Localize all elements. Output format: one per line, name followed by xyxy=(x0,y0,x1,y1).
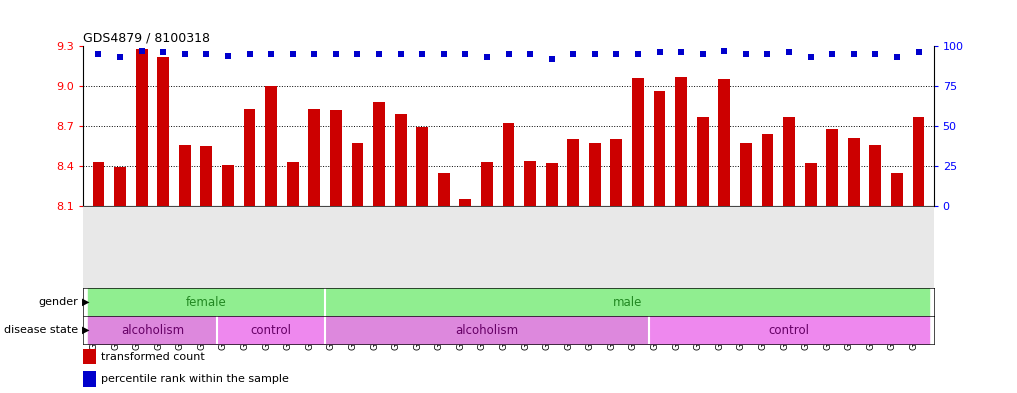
Text: transformed count: transformed count xyxy=(102,352,205,362)
Bar xyxy=(632,78,644,206)
Point xyxy=(479,54,495,61)
Point xyxy=(327,51,344,57)
Point xyxy=(241,51,257,57)
Bar xyxy=(610,140,622,206)
Point xyxy=(285,51,301,57)
Point xyxy=(587,51,603,57)
Bar xyxy=(804,163,817,206)
Point xyxy=(393,51,409,57)
Bar xyxy=(697,117,709,206)
Bar xyxy=(718,79,730,206)
Bar xyxy=(287,162,299,206)
Point xyxy=(760,51,776,57)
Point xyxy=(91,51,107,57)
Point xyxy=(198,51,215,57)
Point xyxy=(177,51,193,57)
Bar xyxy=(654,92,665,206)
Point xyxy=(263,51,280,57)
Bar xyxy=(870,145,882,206)
Bar xyxy=(912,117,924,206)
Point xyxy=(630,51,646,57)
Bar xyxy=(265,86,277,206)
Bar xyxy=(524,161,536,206)
Bar xyxy=(395,114,407,206)
Point xyxy=(306,51,322,57)
Bar xyxy=(762,134,773,206)
Bar xyxy=(114,167,126,206)
Bar xyxy=(783,117,795,206)
Bar xyxy=(826,129,838,206)
Text: alcoholism: alcoholism xyxy=(456,323,519,336)
Bar xyxy=(438,173,450,206)
Point xyxy=(781,50,797,56)
Point xyxy=(802,54,819,61)
Text: female: female xyxy=(186,296,227,309)
Text: alcoholism: alcoholism xyxy=(121,323,184,336)
Point xyxy=(695,51,711,57)
Point xyxy=(737,51,754,57)
Text: control: control xyxy=(250,323,292,336)
Text: ▶: ▶ xyxy=(82,325,89,335)
Point xyxy=(868,51,884,57)
Bar xyxy=(740,143,752,206)
Bar xyxy=(83,349,96,364)
Bar xyxy=(93,162,105,206)
Point xyxy=(608,51,624,57)
Text: male: male xyxy=(612,296,642,309)
Bar xyxy=(675,77,687,206)
Bar xyxy=(546,163,557,206)
Text: gender: gender xyxy=(39,297,78,307)
Point xyxy=(435,51,452,57)
Bar xyxy=(244,109,255,206)
Point xyxy=(156,50,172,56)
Bar xyxy=(352,143,363,206)
Point xyxy=(543,56,559,62)
Point xyxy=(414,51,430,57)
Point xyxy=(824,51,840,57)
Point xyxy=(458,51,474,57)
Point xyxy=(371,51,387,57)
Point xyxy=(522,51,538,57)
Bar xyxy=(416,127,428,206)
Bar xyxy=(848,138,859,206)
Point xyxy=(652,50,668,56)
Text: control: control xyxy=(769,323,810,336)
Bar xyxy=(308,109,320,206)
Text: GDS4879 / 8100318: GDS4879 / 8100318 xyxy=(83,32,211,45)
Point xyxy=(845,51,861,57)
Bar xyxy=(567,140,579,206)
Point xyxy=(910,50,926,56)
Bar xyxy=(135,49,147,206)
Point xyxy=(220,53,236,59)
Bar xyxy=(460,199,471,206)
Bar xyxy=(200,146,213,206)
Bar xyxy=(891,173,903,206)
Point xyxy=(500,51,517,57)
Bar xyxy=(179,145,191,206)
Text: disease state: disease state xyxy=(4,325,78,335)
Bar xyxy=(83,371,96,387)
Point xyxy=(716,48,732,54)
Bar xyxy=(222,165,234,206)
Point xyxy=(889,54,905,61)
Bar xyxy=(502,123,515,206)
Point xyxy=(673,50,690,56)
Bar xyxy=(373,102,385,206)
Bar xyxy=(330,110,342,206)
Bar xyxy=(589,143,601,206)
Point xyxy=(565,51,582,57)
Point xyxy=(133,48,149,54)
Text: ▶: ▶ xyxy=(82,297,89,307)
Point xyxy=(349,51,365,57)
Bar xyxy=(481,162,493,206)
Bar xyxy=(158,57,169,206)
Point xyxy=(112,54,128,61)
Text: percentile rank within the sample: percentile rank within the sample xyxy=(102,374,289,384)
